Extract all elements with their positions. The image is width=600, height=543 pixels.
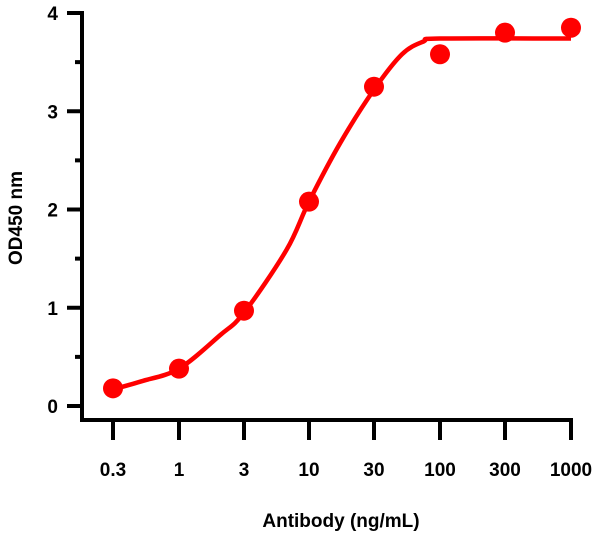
y-tick-label: 0 (47, 397, 58, 418)
data-point (234, 300, 254, 321)
y-tick-label: 4 (47, 4, 58, 25)
x-tick-label: 10 (298, 460, 319, 481)
x-tick-label: 1000 (550, 460, 592, 481)
x-tick-label: 100 (424, 460, 456, 481)
data-point (169, 358, 189, 379)
data-point (495, 22, 515, 43)
data-point (103, 378, 123, 399)
fit-curve (112, 36, 572, 392)
y-axis-label: OD450 nm (6, 171, 27, 265)
data-points-layer (103, 17, 581, 399)
x-tick-label: 0.3 (100, 460, 126, 481)
y-tick-label: 3 (47, 102, 58, 123)
data-point (299, 191, 319, 212)
data-point (561, 17, 581, 38)
x-tick-label: 3 (239, 460, 250, 481)
data-point (430, 44, 450, 65)
y-tick-label: 2 (47, 201, 58, 222)
data-point (364, 76, 384, 97)
y-tick-label: 1 (47, 299, 58, 320)
fit-curve-layer (112, 36, 572, 392)
axes: 0 1 2 3 4 0.3 1 3 10 30 100 300 1000 (47, 4, 592, 481)
x-tick-label: 1 (174, 460, 185, 481)
x-tick-label: 30 (363, 460, 384, 481)
x-tick-label: 300 (489, 460, 521, 481)
x-axis-label: Antibody (ng/mL) (262, 511, 419, 532)
